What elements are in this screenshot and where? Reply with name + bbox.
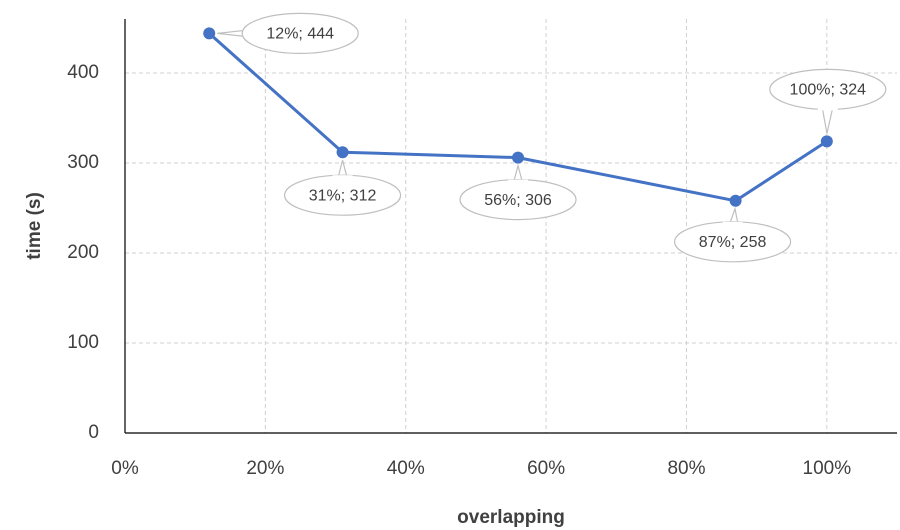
y-tick-label: 200 <box>67 242 99 263</box>
x-tick-label: 20% <box>246 458 284 479</box>
data-label: 100%; 324 <box>790 82 867 99</box>
callout-patch <box>817 105 838 111</box>
point <box>820 135 833 148</box>
callout-patch <box>722 221 743 227</box>
data-label: 87%; 258 <box>699 234 767 251</box>
x-tick-label: 80% <box>667 458 705 479</box>
callout-patch <box>332 175 353 181</box>
point <box>336 146 349 159</box>
point <box>203 27 216 40</box>
y-axis-title: time (s) <box>24 192 45 260</box>
y-tick-label: 300 <box>67 152 99 173</box>
y-tick-label: 100 <box>67 332 99 353</box>
data-label: 12%; 444 <box>266 26 334 43</box>
y-tick-label: 0 <box>88 422 99 443</box>
callout-patch <box>290 25 311 31</box>
x-tick-label: 40% <box>387 458 425 479</box>
data-label: 31%; 312 <box>309 187 377 204</box>
callout <box>241 12 359 55</box>
point <box>729 194 742 207</box>
point <box>512 151 525 164</box>
callout-patch <box>508 179 529 185</box>
x-tick-label: 0% <box>111 458 139 479</box>
x-tick-label: 60% <box>527 458 565 479</box>
y-tick-label: 400 <box>67 62 99 83</box>
x-axis-title: overlapping <box>457 507 565 528</box>
x-tick-label: 100% <box>803 458 852 479</box>
data-label: 56%; 306 <box>484 192 552 209</box>
